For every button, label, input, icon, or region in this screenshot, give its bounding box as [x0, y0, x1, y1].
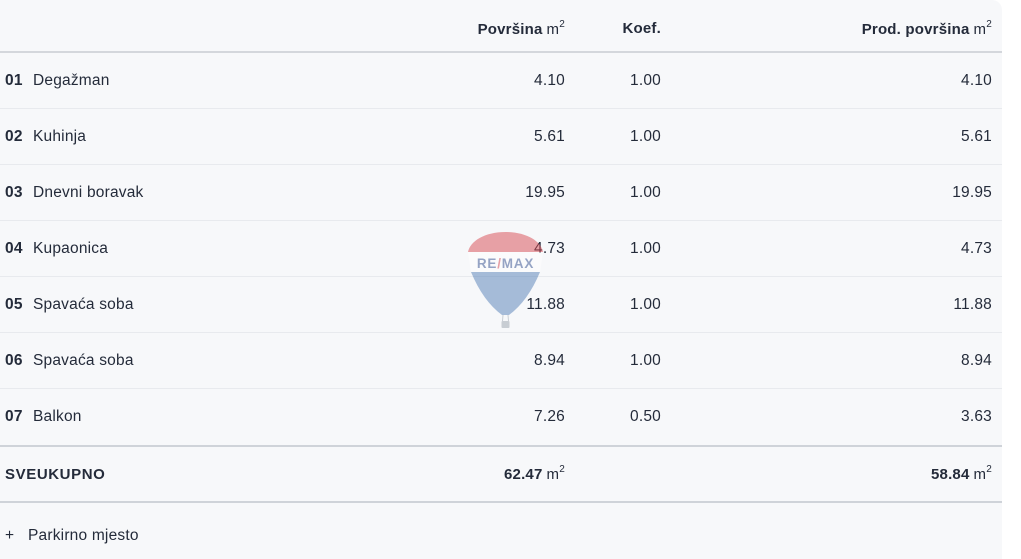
room-cell: 05 Spavaća soba [5, 296, 424, 314]
table-row: 05 Spavaća soba 11.88 1.00 11.88 [0, 277, 1002, 333]
room-cell: 06 Spavaća soba [5, 352, 424, 370]
row-number: 01 [5, 71, 23, 89]
koef-header-label: Koef. [622, 20, 661, 37]
area-value: 4.10 [534, 71, 565, 89]
room-cell: 03 Dnevni boravak [5, 184, 424, 202]
area-value: 8.94 [534, 351, 565, 369]
room-name: Spavaća soba [33, 351, 134, 369]
total-area-unit: m2 [546, 464, 565, 483]
prod-value: 3.63 [961, 408, 992, 425]
room-name: Balkon [33, 408, 82, 425]
area-header-label: Površina [477, 20, 543, 38]
room-name: Kuhinja [33, 127, 87, 145]
prod-value: 19.95 [952, 183, 992, 201]
table-row: 04 Kupaonica 4.73 1.00 4.73 [0, 221, 1002, 277]
prod-unit: m2 [973, 18, 992, 38]
row-number: 02 [5, 127, 23, 145]
prod-value: 5.61 [961, 127, 992, 145]
room-name: Dnevni boravak [33, 183, 144, 201]
table-row: 03 Dnevni boravak 19.95 1.00 19.95 [0, 165, 1002, 221]
row-number: 05 [5, 295, 23, 313]
room-cell: 07 Balkon [5, 408, 424, 426]
total-prod-value: 58.84 m2 [930, 464, 992, 483]
prod-value: 4.10 [961, 71, 992, 89]
row-number: 06 [5, 351, 23, 369]
koef-value: 1.00 [630, 183, 661, 201]
total-area-value: 62.47 m2 [503, 464, 565, 483]
prod-value: 4.73 [961, 239, 992, 257]
koef-value: 1.00 [630, 351, 661, 369]
row-number: 04 [5, 239, 23, 257]
table-row: 02 Kuhinja 5.61 1.00 5.61 [0, 109, 1002, 165]
extra-item-label: Parkirno mjesto [28, 527, 139, 544]
prod-value: 8.94 [961, 351, 992, 369]
column-header-koef: Koef. [565, 20, 661, 37]
koef-value: 1.00 [630, 127, 661, 145]
prod-header-label: Prod. površina [861, 20, 970, 38]
room-name: Degažman [33, 71, 110, 89]
room-cell: 04 Kupaonica [5, 240, 424, 258]
table-header-row: Površina m2 Koef. Prod. površina m2 [0, 0, 1002, 53]
room-name: Spavaća soba [33, 295, 134, 313]
area-value: 4.73 [534, 239, 565, 257]
koef-value: 1.00 [630, 71, 661, 89]
area-value: 19.95 [525, 183, 565, 201]
column-header-area: Površina m2 [424, 18, 565, 38]
extra-item-parking: + Parkirno mjesto [0, 503, 1002, 559]
koef-value: 1.00 [630, 239, 661, 257]
plus-icon: + [5, 527, 15, 544]
table-row: 06 Spavaća soba 8.94 1.00 8.94 [0, 333, 1002, 389]
koef-value: 1.00 [630, 295, 661, 313]
area-value: 7.26 [534, 408, 565, 425]
total-row: SVEUKUPNO 62.47 m2 58.84 m2 [0, 445, 1002, 503]
prod-value: 11.88 [953, 295, 992, 313]
area-value: 5.61 [534, 127, 565, 145]
area-unit: m2 [546, 18, 565, 38]
row-number: 03 [5, 183, 23, 201]
table-row: 07 Balkon 7.26 0.50 3.63 [0, 389, 1002, 445]
room-cell: 01 Degažman [5, 72, 424, 90]
total-prod-unit: m2 [973, 464, 992, 483]
total-label: SVEUKUPNO [5, 465, 106, 483]
column-header-prod: Prod. površina m2 [661, 18, 992, 38]
area-value: 11.88 [526, 295, 565, 313]
row-number: 07 [5, 408, 23, 425]
koef-value: 0.50 [630, 408, 661, 425]
room-cell: 02 Kuhinja [5, 128, 424, 146]
room-name: Kupaonica [33, 239, 109, 257]
table-row: 01 Degažman 4.10 1.00 4.10 [0, 53, 1002, 109]
